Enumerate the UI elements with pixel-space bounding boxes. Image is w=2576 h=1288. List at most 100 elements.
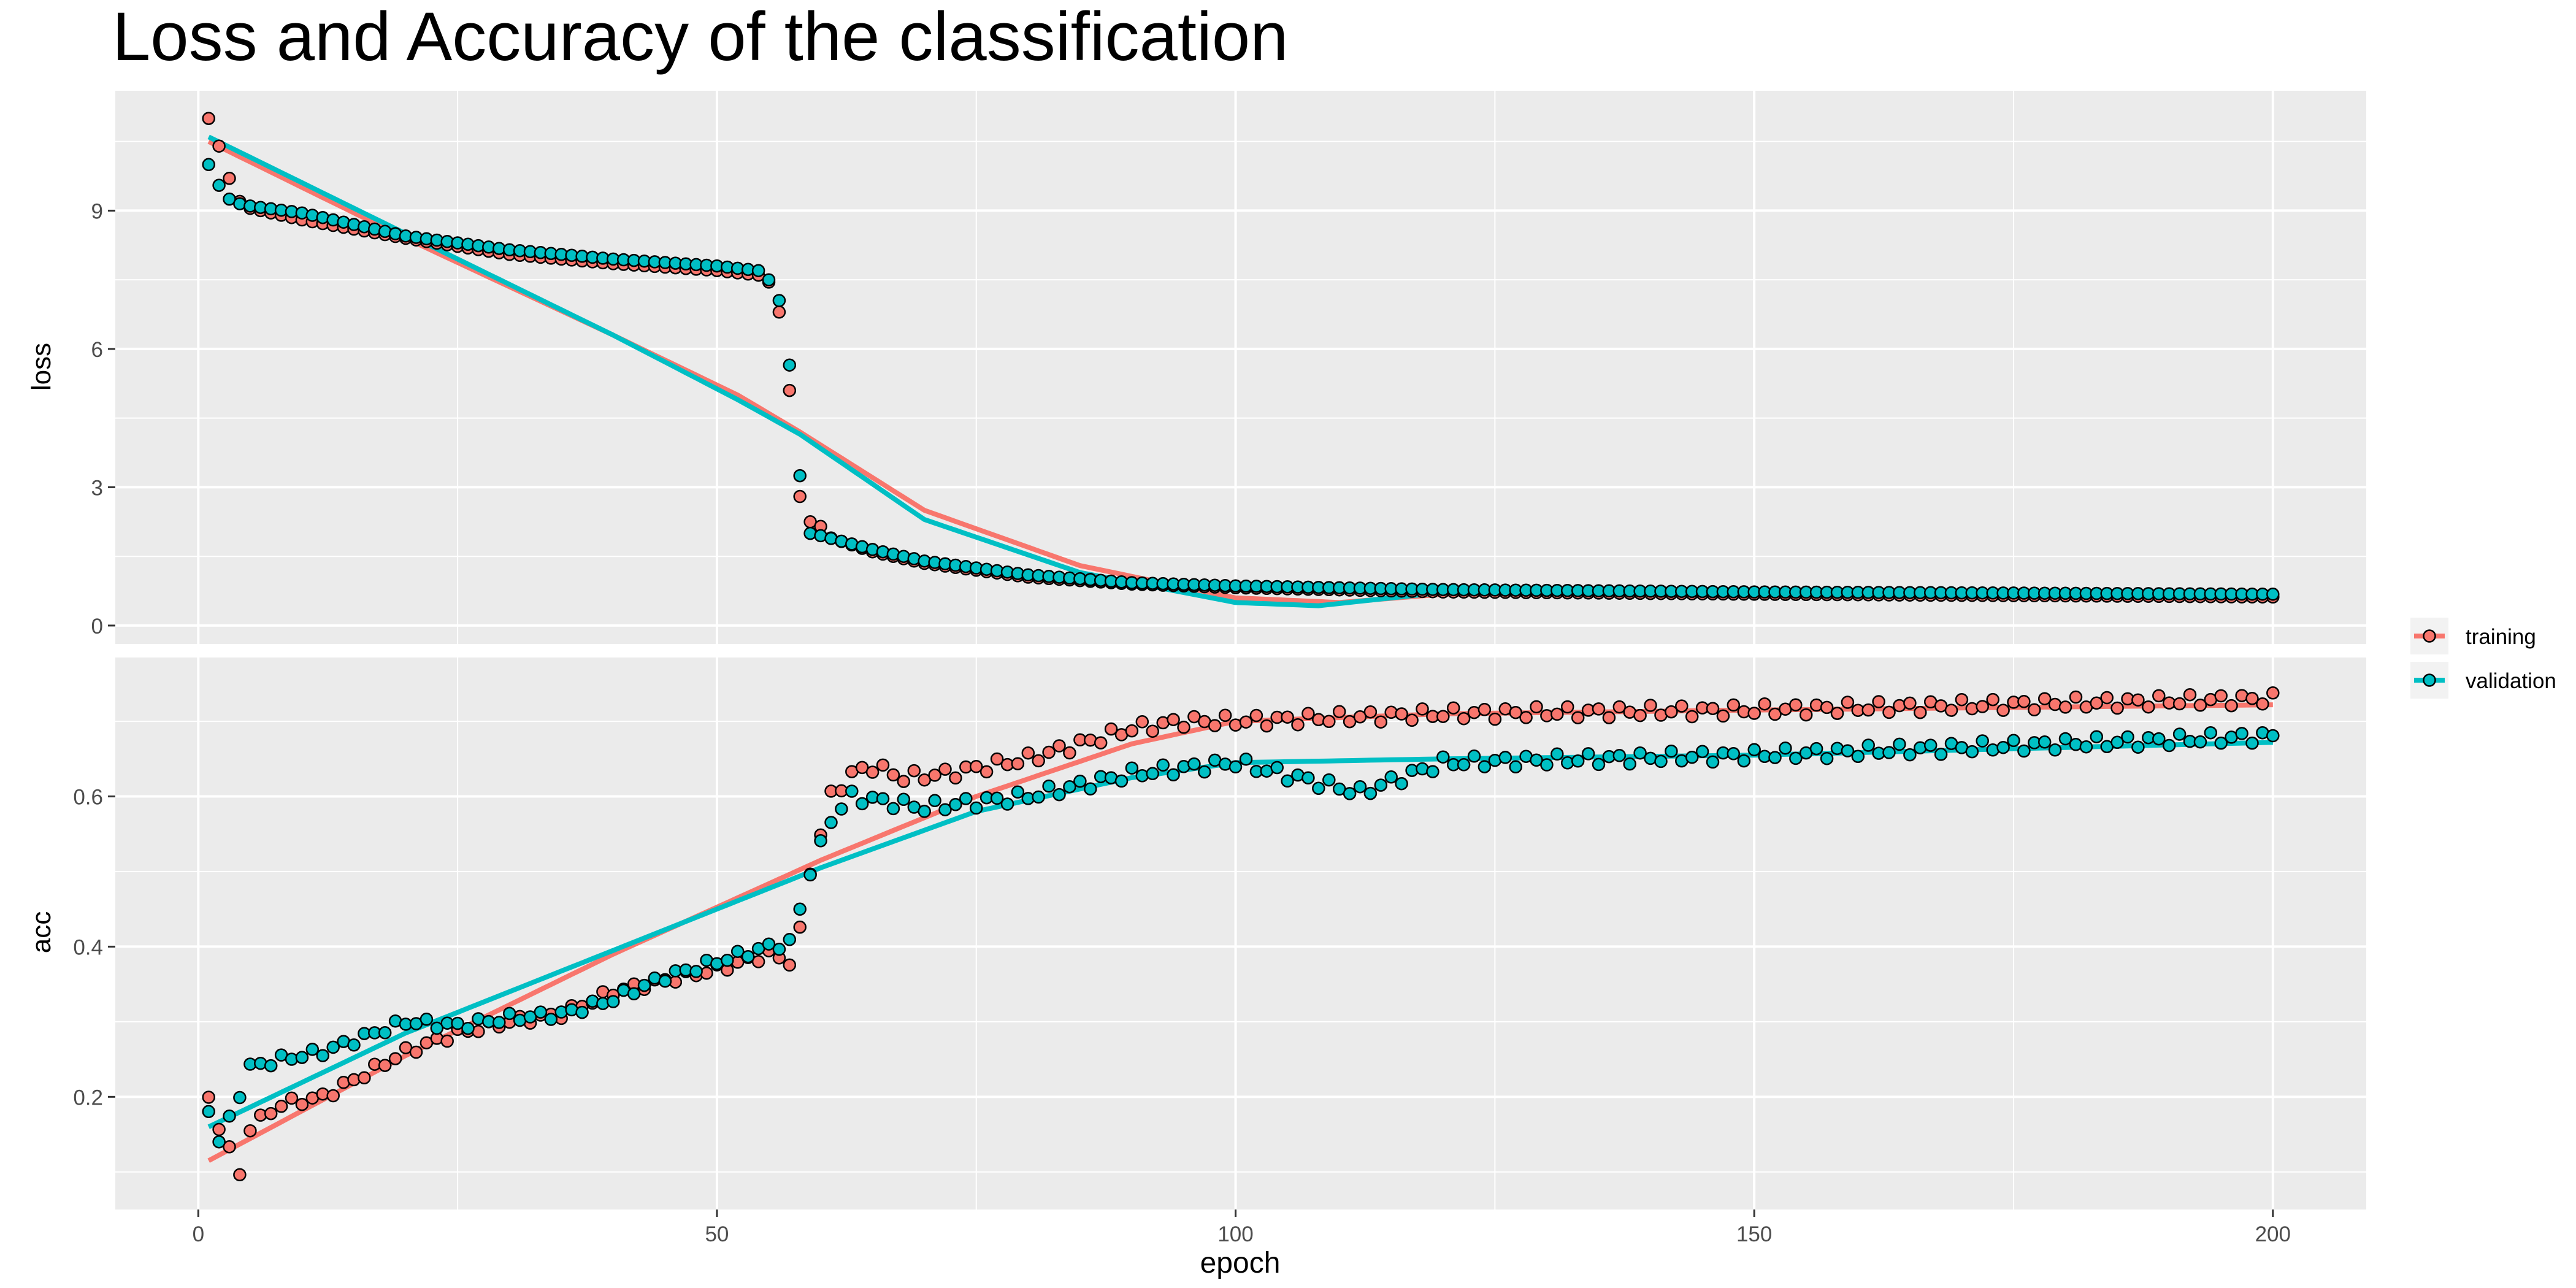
point-training <box>326 1089 340 1103</box>
point-training <box>409 1045 423 1059</box>
point-training <box>1436 710 1450 723</box>
point-training <box>1799 708 1813 722</box>
point-training <box>1332 705 1346 718</box>
point-training <box>2172 697 2187 711</box>
point-validation <box>202 1105 215 1119</box>
point-validation <box>1851 749 1865 764</box>
point-training <box>243 1124 257 1138</box>
point-training <box>1519 711 1533 724</box>
point-training <box>1281 710 1294 724</box>
point-training <box>1986 692 1999 707</box>
point-validation <box>1239 752 1253 766</box>
point-validation <box>1032 790 1045 804</box>
point-training <box>223 172 236 185</box>
point-validation <box>2235 727 2248 740</box>
point-validation <box>378 1026 392 1040</box>
point-validation <box>741 949 755 964</box>
x-tick-label: 0 <box>193 1222 204 1246</box>
point-training <box>1830 707 1844 720</box>
point-training <box>388 1052 402 1065</box>
point-training <box>2028 703 2041 717</box>
point-validation <box>2162 738 2176 753</box>
point-validation <box>523 1010 537 1024</box>
point-validation <box>783 933 797 946</box>
point-training <box>793 489 807 504</box>
point-training <box>1363 705 1378 719</box>
point-validation <box>2110 735 2124 749</box>
point-training <box>918 773 931 787</box>
point-training <box>212 1122 226 1137</box>
y-tick-label: 9 <box>91 199 103 223</box>
point-training <box>1685 710 1699 724</box>
point-training <box>1592 702 1606 716</box>
point-validation <box>461 1021 475 1035</box>
point-validation <box>793 469 807 483</box>
point-validation <box>1882 746 1896 759</box>
point-validation <box>1395 776 1408 791</box>
point-training <box>2069 690 2083 704</box>
point-training <box>1727 698 1741 712</box>
point-validation <box>233 197 247 210</box>
point-validation <box>658 974 672 988</box>
point-validation <box>1363 786 1378 800</box>
point-validation <box>1073 774 1087 788</box>
point-validation <box>2245 736 2259 750</box>
panel-background <box>115 91 2366 644</box>
point-training <box>1021 746 1035 760</box>
acc-axis-title: acc <box>26 911 56 953</box>
point-training <box>2193 699 2207 712</box>
point-validation <box>534 1005 548 1019</box>
point-training <box>1395 707 1408 721</box>
point-training <box>1011 757 1025 770</box>
point-training <box>1903 696 1917 710</box>
point-validation <box>451 1016 464 1030</box>
point-validation <box>1042 779 1056 793</box>
point-validation <box>1052 788 1066 802</box>
loss-panel: 0 3 6 9 <box>91 91 2366 644</box>
point-training <box>990 752 1004 766</box>
point-validation <box>918 805 931 818</box>
point-validation <box>2193 735 2207 749</box>
point-validation <box>762 273 776 286</box>
point-validation <box>1623 757 1636 771</box>
point-training <box>1551 707 1564 721</box>
point-training <box>938 762 952 776</box>
y-tick-label: 6 <box>91 338 103 362</box>
point-training <box>1706 702 1720 715</box>
point-validation <box>1374 778 1388 792</box>
point-training <box>264 1106 278 1121</box>
point-training <box>886 768 900 782</box>
point-training <box>1976 700 1989 713</box>
point-training <box>1032 754 1045 768</box>
x-tick-label: 100 <box>1217 1222 1253 1246</box>
point-validation <box>295 1051 309 1064</box>
point-training <box>751 955 765 968</box>
point-validation <box>1000 797 1014 811</box>
x-tick-label: 50 <box>705 1222 729 1246</box>
point-validation <box>876 792 890 805</box>
point-training <box>1322 715 1336 729</box>
point-validation <box>202 158 215 172</box>
point-validation <box>969 801 983 815</box>
legend-label-training: training <box>2466 625 2536 649</box>
point-validation <box>1779 741 1792 755</box>
point-validation <box>1633 746 1647 760</box>
point-validation <box>1125 761 1139 775</box>
point-training <box>202 112 215 125</box>
point-training <box>1343 715 1357 729</box>
point-validation <box>1281 774 1294 788</box>
point-training <box>876 758 890 772</box>
point-training <box>1841 696 1855 709</box>
point-validation <box>2266 729 2280 743</box>
point-validation <box>627 987 641 1001</box>
point-training <box>285 1091 299 1105</box>
acc-panel: 0.2 0.4 0.6 0 50 100 150 200 <box>73 657 2366 1246</box>
point-validation <box>1322 773 1336 787</box>
point-training <box>358 1071 371 1085</box>
point-validation <box>814 834 827 848</box>
point-validation <box>1976 734 1989 748</box>
point-validation <box>824 816 838 829</box>
point-training <box>1208 719 1222 732</box>
point-validation <box>1063 780 1076 794</box>
point-validation <box>1695 745 1709 759</box>
